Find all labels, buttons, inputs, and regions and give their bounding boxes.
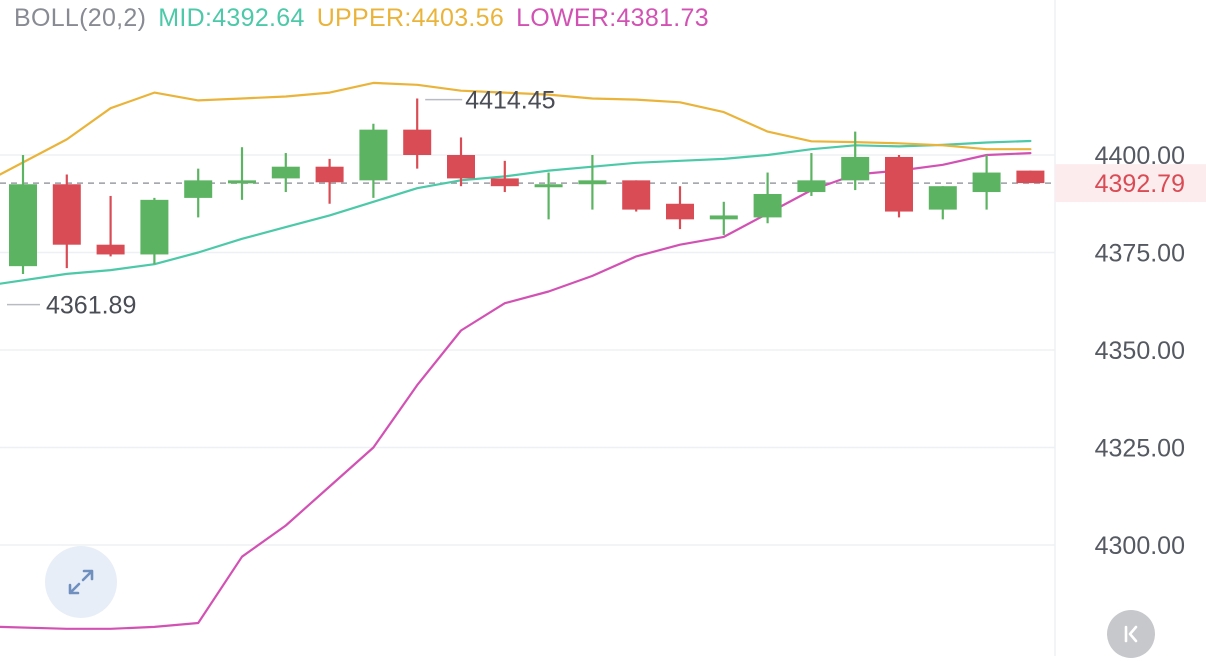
candle-body — [534, 184, 563, 188]
skip-left-icon — [1124, 625, 1138, 643]
candle-body — [666, 203, 694, 220]
expand-arrows-icon — [68, 569, 94, 595]
boll-upper-line — [0, 81, 1032, 176]
boll-legend: BOLL(20,2) MID:4392.64 UPPER:4403.56 LOW… — [14, 4, 709, 33]
candle-body — [315, 166, 344, 183]
candle-body — [359, 129, 388, 181]
candle-body — [578, 180, 607, 185]
candle-body — [96, 244, 125, 255]
candle-body — [447, 155, 475, 179]
legend-indicator-name: BOLL(20,2) — [14, 4, 147, 32]
scroll-to-start-button[interactable] — [1107, 610, 1155, 658]
candle-body — [885, 156, 913, 212]
candle-body — [797, 180, 826, 193]
legend-mid-value: MID:4392.64 — [158, 4, 305, 32]
fullscreen-expand-button[interactable] — [45, 546, 117, 618]
candle-body — [184, 180, 213, 198]
candle-body — [403, 129, 432, 155]
y-tick-label: 4325.00 — [1095, 435, 1185, 463]
candle-body — [228, 180, 256, 184]
legend-lower-value: LOWER:4381.73 — [516, 4, 709, 32]
legend-upper-value: UPPER:4403.56 — [316, 4, 505, 32]
y-tick-label: 4350.00 — [1095, 337, 1185, 365]
current-price-tag — [1055, 164, 1206, 203]
candle-body — [928, 186, 957, 210]
candle-body — [841, 156, 870, 181]
candle-body — [271, 166, 300, 179]
y-tick-label: 4300.00 — [1095, 532, 1185, 560]
y-tick-label: 4375.00 — [1095, 240, 1185, 268]
min-value-label: 4361.89 — [46, 292, 136, 320]
max-value-label: 4414.45 — [465, 87, 555, 115]
candle-body — [709, 215, 738, 220]
candle-body — [972, 172, 1001, 193]
current-price-label: 4392.79 — [1095, 170, 1185, 198]
candle-body — [490, 178, 519, 187]
candle-body — [52, 184, 81, 245]
candle-body — [622, 180, 651, 210]
candle-body — [9, 184, 37, 267]
candle-body — [1016, 170, 1045, 184]
boll-mid-line — [0, 139, 1032, 285]
candle-body — [140, 199, 169, 255]
candle-body — [753, 194, 782, 218]
